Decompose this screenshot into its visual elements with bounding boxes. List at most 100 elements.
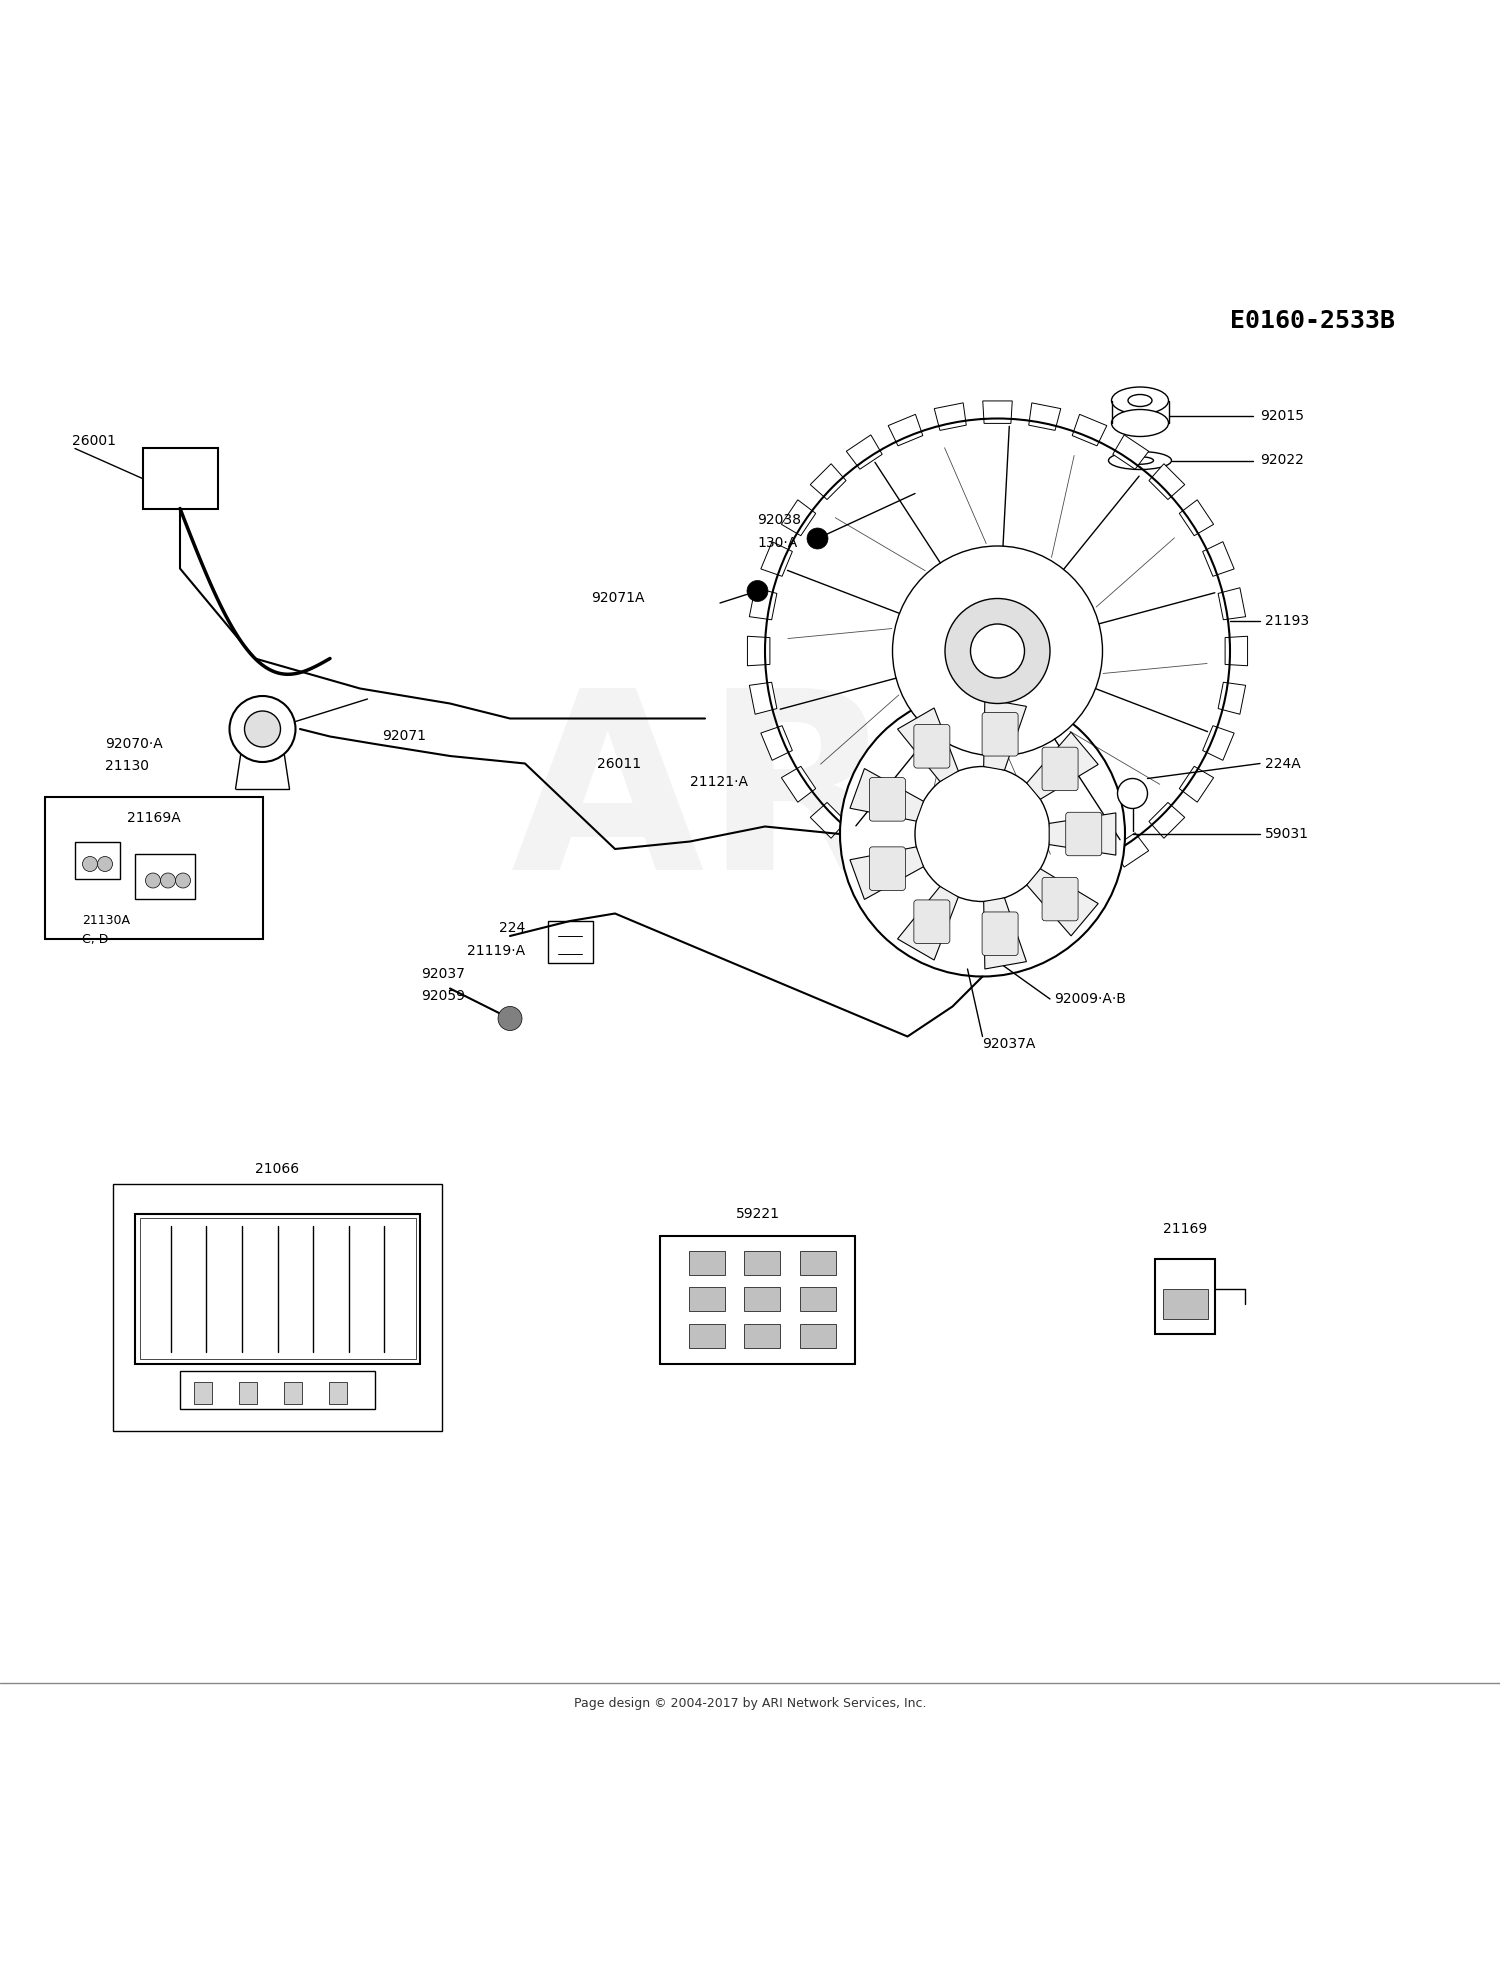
FancyBboxPatch shape bbox=[1065, 812, 1101, 855]
Polygon shape bbox=[1113, 832, 1149, 867]
Bar bbox=[688, 1250, 724, 1275]
FancyBboxPatch shape bbox=[914, 901, 950, 944]
Bar bbox=[135, 1214, 420, 1364]
Polygon shape bbox=[1072, 414, 1107, 445]
Polygon shape bbox=[846, 832, 882, 867]
Text: 92038: 92038 bbox=[758, 514, 801, 528]
Polygon shape bbox=[1028, 869, 1098, 936]
Circle shape bbox=[1118, 779, 1148, 808]
Text: 59031: 59031 bbox=[1264, 828, 1308, 842]
Polygon shape bbox=[1149, 463, 1185, 500]
Bar bbox=[548, 920, 592, 963]
Ellipse shape bbox=[1112, 387, 1168, 414]
Text: 21193: 21193 bbox=[1264, 614, 1308, 628]
Circle shape bbox=[915, 767, 1050, 901]
Polygon shape bbox=[888, 414, 922, 445]
Ellipse shape bbox=[1112, 410, 1168, 436]
Circle shape bbox=[146, 873, 160, 889]
Polygon shape bbox=[897, 887, 958, 959]
Polygon shape bbox=[1029, 871, 1060, 899]
Circle shape bbox=[807, 528, 828, 549]
FancyBboxPatch shape bbox=[870, 777, 906, 822]
Polygon shape bbox=[897, 708, 958, 781]
Polygon shape bbox=[1203, 726, 1234, 761]
Polygon shape bbox=[850, 769, 924, 822]
Text: 92022: 92022 bbox=[1260, 453, 1304, 467]
Bar bbox=[142, 449, 218, 508]
Polygon shape bbox=[1203, 542, 1234, 577]
Bar bbox=[284, 1381, 302, 1405]
Circle shape bbox=[98, 857, 112, 871]
Text: 26001: 26001 bbox=[72, 434, 116, 447]
Bar bbox=[112, 1183, 442, 1430]
Ellipse shape bbox=[1126, 457, 1154, 465]
Bar bbox=[688, 1324, 724, 1348]
Polygon shape bbox=[982, 400, 1012, 424]
Polygon shape bbox=[1179, 500, 1214, 536]
Bar bbox=[45, 797, 262, 940]
Text: E0160-2533B: E0160-2533B bbox=[1230, 308, 1395, 334]
Polygon shape bbox=[1218, 589, 1245, 620]
Polygon shape bbox=[1226, 636, 1248, 665]
Text: 130·A: 130·A bbox=[758, 536, 798, 549]
Polygon shape bbox=[760, 542, 792, 577]
Polygon shape bbox=[782, 767, 816, 802]
Circle shape bbox=[945, 598, 1050, 704]
Bar bbox=[1155, 1258, 1215, 1334]
Text: 21121·A: 21121·A bbox=[690, 775, 748, 789]
Ellipse shape bbox=[1128, 394, 1152, 406]
Text: 92037A: 92037A bbox=[982, 1038, 1036, 1052]
Bar bbox=[800, 1287, 836, 1311]
Text: 92037: 92037 bbox=[422, 967, 465, 981]
Polygon shape bbox=[750, 683, 777, 714]
Polygon shape bbox=[782, 500, 816, 536]
Text: 224A: 224A bbox=[1264, 757, 1300, 771]
FancyBboxPatch shape bbox=[982, 912, 1018, 955]
Polygon shape bbox=[984, 698, 1026, 771]
Bar bbox=[800, 1250, 836, 1275]
FancyBboxPatch shape bbox=[1042, 748, 1078, 791]
Text: 92015: 92015 bbox=[1260, 408, 1304, 422]
Text: 21066: 21066 bbox=[255, 1162, 300, 1175]
Polygon shape bbox=[810, 463, 846, 500]
Polygon shape bbox=[1149, 802, 1185, 838]
Text: 92071: 92071 bbox=[382, 730, 426, 744]
Polygon shape bbox=[846, 436, 882, 469]
Bar bbox=[744, 1324, 780, 1348]
Text: 21119·A: 21119·A bbox=[466, 944, 525, 957]
Bar bbox=[660, 1236, 855, 1364]
Bar bbox=[800, 1324, 836, 1348]
Polygon shape bbox=[1029, 402, 1060, 430]
Circle shape bbox=[230, 697, 296, 761]
Bar bbox=[1162, 1289, 1208, 1318]
Bar bbox=[744, 1287, 780, 1311]
Bar bbox=[744, 1250, 780, 1275]
Bar bbox=[140, 1218, 416, 1360]
Circle shape bbox=[160, 873, 176, 889]
Text: 224: 224 bbox=[498, 922, 525, 936]
Circle shape bbox=[82, 857, 98, 871]
Polygon shape bbox=[934, 402, 966, 430]
Text: 59221: 59221 bbox=[735, 1207, 780, 1220]
Text: ARI: ARI bbox=[510, 681, 990, 922]
Circle shape bbox=[892, 545, 1102, 755]
Circle shape bbox=[176, 873, 190, 889]
Polygon shape bbox=[1113, 436, 1149, 469]
Text: 92009·A·B: 92009·A·B bbox=[1054, 993, 1126, 1007]
Text: 92071A: 92071A bbox=[591, 591, 645, 606]
FancyBboxPatch shape bbox=[1042, 877, 1078, 920]
Circle shape bbox=[840, 691, 1125, 977]
Circle shape bbox=[244, 710, 280, 748]
Text: C, D: C, D bbox=[82, 932, 110, 946]
Text: 92070·A: 92070·A bbox=[105, 738, 162, 751]
Polygon shape bbox=[934, 871, 966, 899]
Polygon shape bbox=[1028, 732, 1098, 799]
FancyBboxPatch shape bbox=[870, 848, 906, 891]
Circle shape bbox=[970, 624, 1024, 679]
Bar bbox=[328, 1381, 346, 1405]
Bar bbox=[194, 1381, 211, 1405]
Polygon shape bbox=[810, 802, 846, 838]
Bar bbox=[238, 1381, 256, 1405]
Text: 21130: 21130 bbox=[105, 759, 148, 773]
Polygon shape bbox=[984, 899, 1026, 969]
